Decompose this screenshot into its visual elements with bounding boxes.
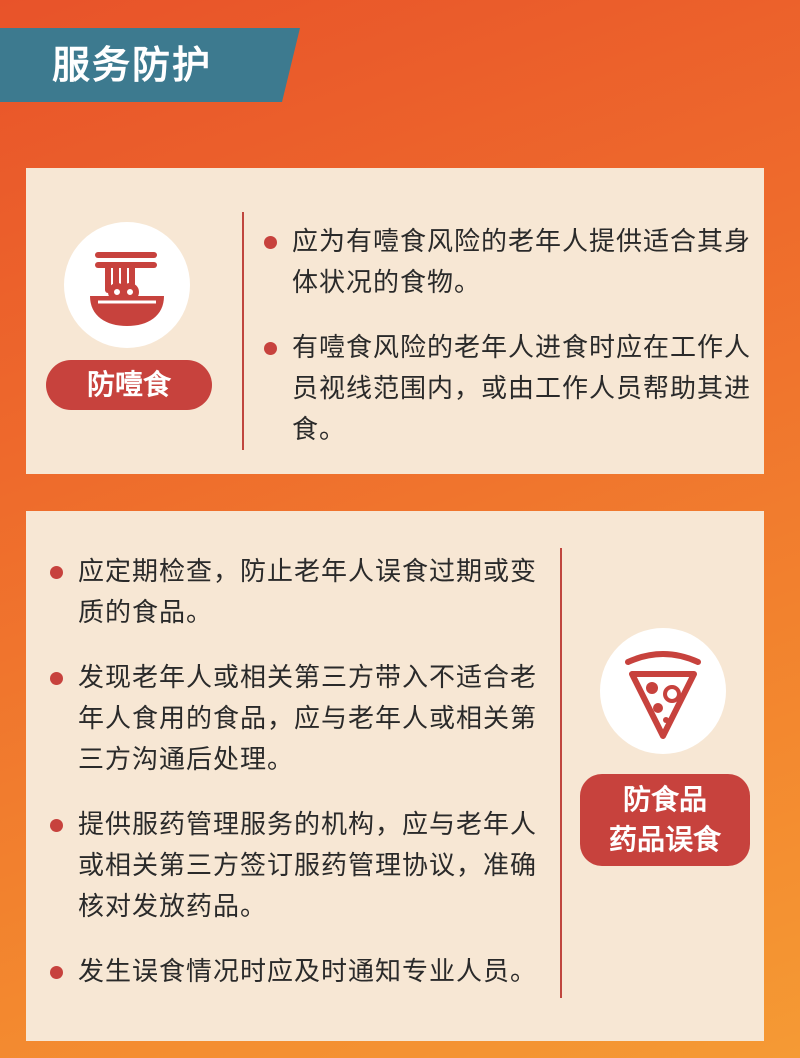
pizza-slice-icon [600, 628, 726, 754]
bullet-dot [50, 672, 63, 685]
choking-prevention-label: 防噎食 [46, 360, 212, 410]
list-item-text: 发生误食情况时应及时通知专业人员。 [78, 957, 538, 987]
divider [560, 548, 562, 998]
list-item-text: 应为有噎食风险的老年人提供适合其身体状况的食物。 [292, 227, 752, 298]
page-title: 服务防护 [52, 43, 213, 87]
list-item: 有噎食风险的老年人进食时应在工作人员视线范围内，或由工作人员帮助其进食。 [262, 328, 752, 451]
title-banner: 服务防护 [0, 28, 300, 102]
bullet-dot [264, 236, 277, 249]
list-item: 发生误食情况时应及时通知专业人员。 [48, 952, 538, 993]
bullet-dot [264, 342, 277, 355]
list-item-text: 提供服药管理服务的机构，应与老年人或相关第三方签订服药管理协议，准确核对发放药品… [78, 810, 538, 922]
list-item: 发现老年人或相关第三方带入不适合老年人食用的食品，应与老年人或相关第三方沟通后处… [48, 658, 538, 781]
label-line-1: 防食品 [622, 783, 707, 816]
misingestion-prevention-label: 防食品 药品误食 [580, 774, 750, 866]
list-item-text: 应定期检查，防止老年人误食过期或变质的食品。 [78, 557, 538, 628]
list-item: 应定期检查，防止老年人误食过期或变质的食品。 [48, 552, 538, 634]
misingestion-bullet-list: 应定期检查，防止老年人误食过期或变质的食品。 发现老年人或相关第三方带入不适合老… [48, 552, 538, 1017]
bullet-dot [50, 819, 63, 832]
label-line-2: 药品误食 [608, 823, 721, 856]
bullet-dot [50, 966, 63, 979]
list-item-text: 发现老年人或相关第三方带入不适合老年人食用的食品，应与老年人或相关第三方沟通后处… [78, 663, 538, 775]
bullet-dot [50, 566, 63, 579]
list-item-text: 有噎食风险的老年人进食时应在工作人员视线范围内，或由工作人员帮助其进食。 [292, 333, 752, 445]
list-item: 提供服药管理服务的机构，应与老年人或相关第三方签订服药管理协议，准确核对发放药品… [48, 805, 538, 928]
divider [242, 212, 244, 450]
noodle-bowl-icon [64, 222, 190, 348]
choking-bullet-list: 应为有噎食风险的老年人提供适合其身体状况的食物。 有噎食风险的老年人进食时应在工… [262, 222, 752, 475]
list-item: 应为有噎食风险的老年人提供适合其身体状况的食物。 [262, 222, 752, 304]
